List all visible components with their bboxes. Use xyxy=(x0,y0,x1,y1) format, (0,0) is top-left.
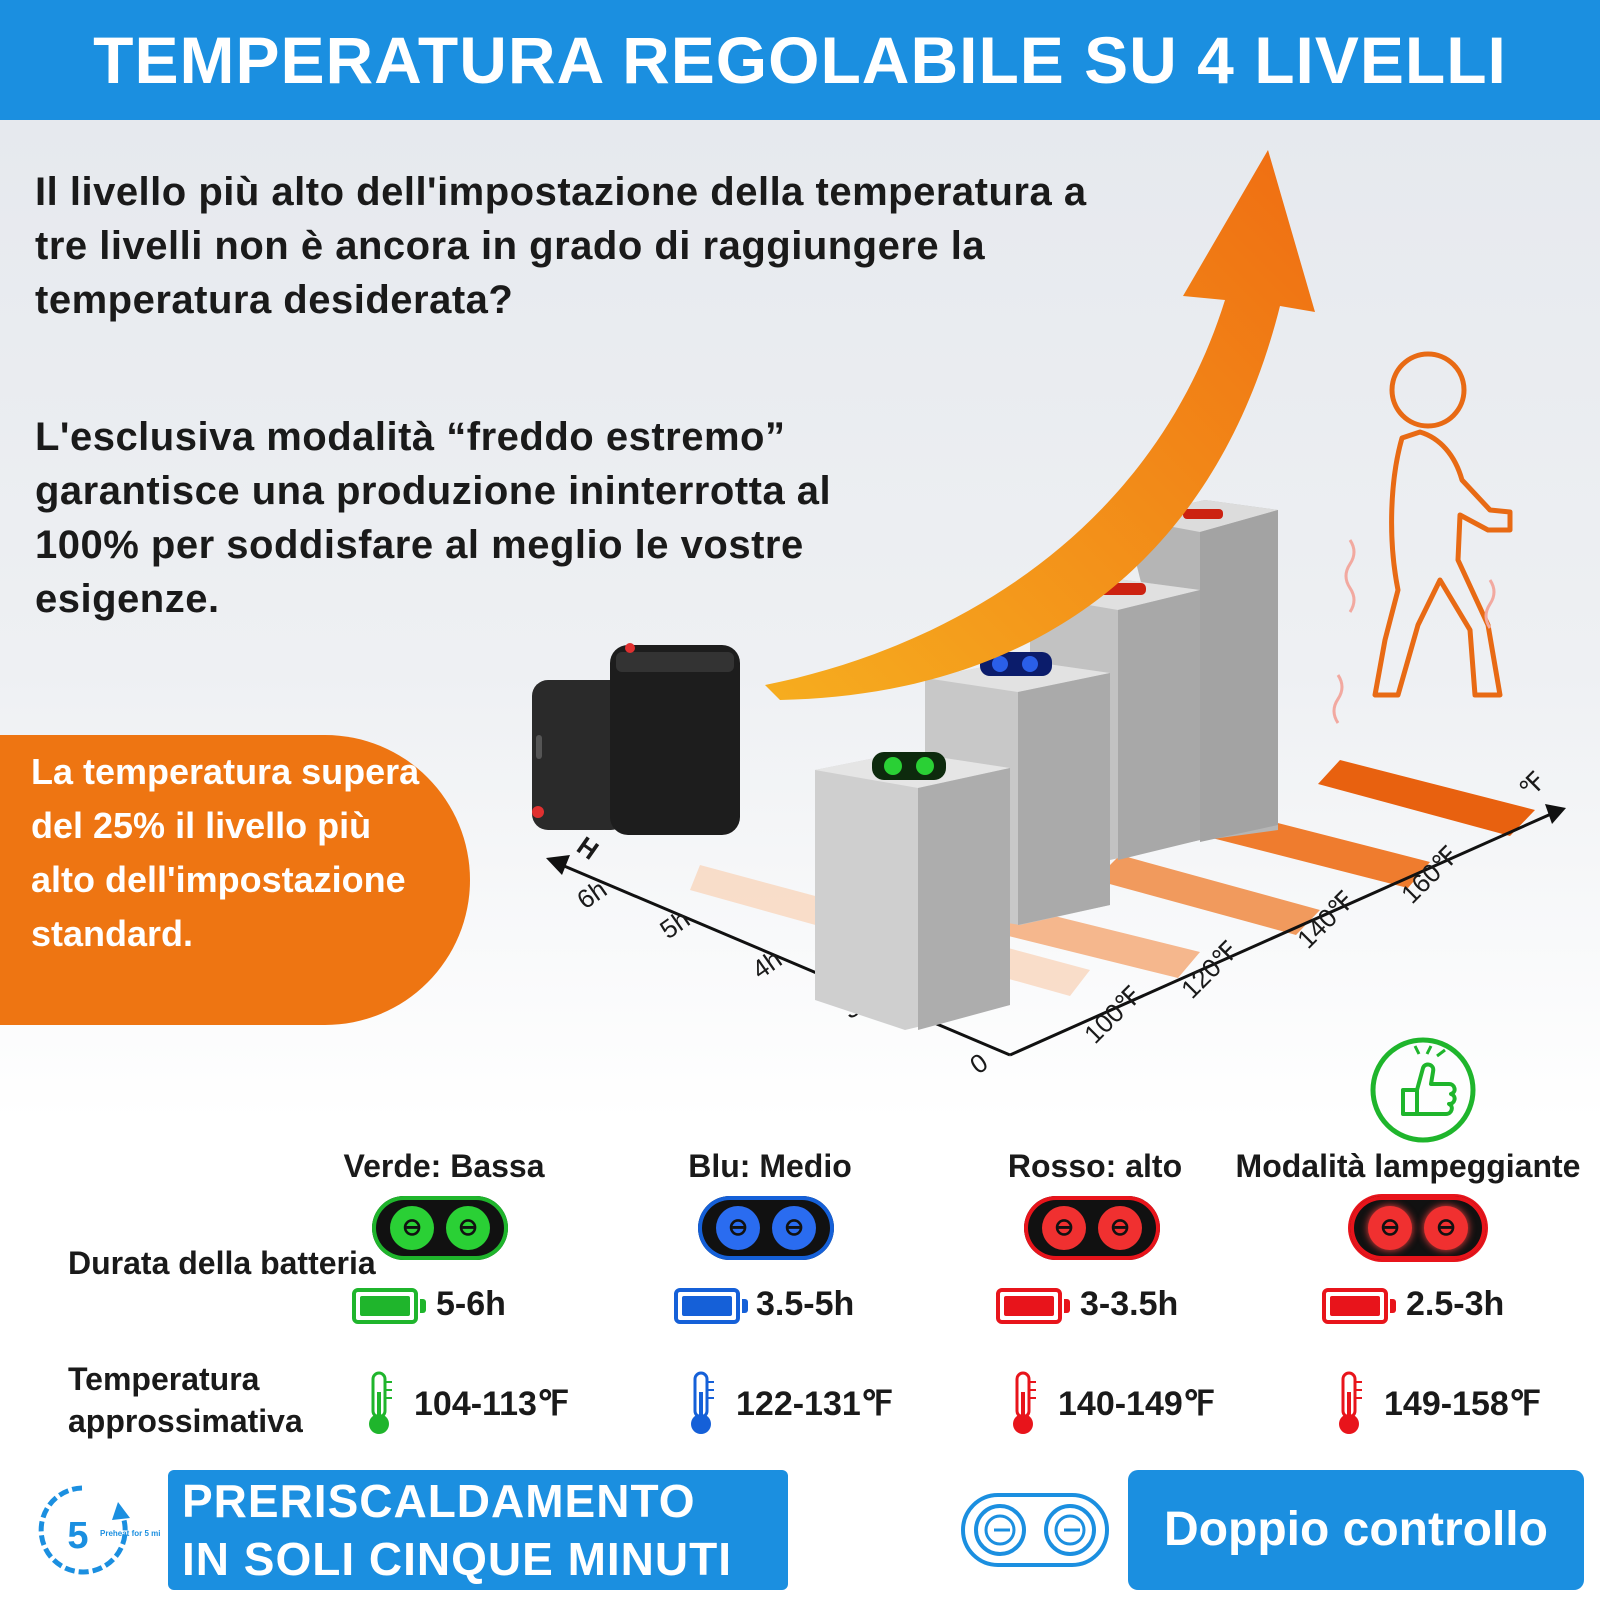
power-button-icon: ⊖ xyxy=(1424,1206,1468,1250)
dual-control-banner: Doppio controllo xyxy=(1128,1470,1584,1590)
thermometer-icon xyxy=(1013,1371,1036,1434)
level-name-flashing: Modalità lampeggiante xyxy=(1235,1148,1581,1184)
callout-box xyxy=(0,735,470,1025)
thermometer-icon xyxy=(369,1371,392,1434)
level-name-high: Rosso: alto xyxy=(1007,1148,1183,1184)
level-blocks xyxy=(815,500,1278,1030)
battery-icon xyxy=(674,1288,748,1324)
time-tick: 4h xyxy=(746,944,787,985)
thermometer-icon xyxy=(691,1371,714,1434)
level-name-medium: Blu: Medio xyxy=(688,1148,852,1184)
power-button-icon: ⊖ xyxy=(1098,1206,1142,1250)
temp-tick: 120℉ xyxy=(1175,935,1244,1004)
timer-icon: 5 Preheat for 5 minutes xyxy=(38,1485,160,1575)
power-button-icon: ⊖ xyxy=(390,1206,434,1250)
intro-question: Il livello più alto dell'impostazione de… xyxy=(35,170,1087,322)
battery-icon xyxy=(352,1288,426,1324)
temp-axis-arrow xyxy=(1545,804,1566,824)
dual-control-icon xyxy=(961,1493,1109,1567)
power-button-icon: ⊖ xyxy=(1368,1206,1412,1250)
time-axis-arrow xyxy=(546,855,570,875)
temperature-medium: 122-131℉ xyxy=(736,1385,894,1423)
heat-waves xyxy=(1332,539,1496,724)
timer-caption: Preheat for 5 minutes xyxy=(100,1529,160,1538)
power-button-icon: ⊖ xyxy=(772,1206,816,1250)
battery-duration-medium: 3.5-5h xyxy=(756,1285,855,1323)
battery-duration-low: 5-6h xyxy=(436,1285,506,1323)
origin-label: 0 xyxy=(964,1047,993,1080)
red-mode-indicator: ⊖ ⊖ xyxy=(1024,1196,1160,1260)
battery-icon xyxy=(996,1288,1070,1324)
intro-description: L'esclusiva modalità “freddo estremo” ga… xyxy=(35,415,832,621)
power-button-icon: ⊖ xyxy=(716,1206,760,1250)
preheat-banner: PRERISCALDAMENTO IN SOLI CINQUE MINUTI xyxy=(168,1470,788,1590)
temp-tick: 100℉ xyxy=(1078,980,1147,1049)
battery-duration-high: 3-3.5h xyxy=(1080,1285,1179,1323)
battery-duration-flashing: 2.5-3h xyxy=(1406,1285,1505,1323)
level-name-low: Verde: Bassa xyxy=(343,1148,545,1184)
header-bar xyxy=(0,0,1600,120)
preheat-line-2: IN SOLI CINQUE MINUTI xyxy=(182,1533,732,1585)
timer-number: 5 xyxy=(67,1515,88,1557)
block-indicator xyxy=(1183,509,1223,519)
callout-text: La temperatura supera del 25% il livello… xyxy=(31,751,420,954)
battery-icon xyxy=(1322,1288,1396,1324)
temperature-diagram: H 3h 4h 5h 6h 0 100℉ 120℉ 140℉ 160℉ ℉ xyxy=(532,150,1566,1080)
thumbs-up-icon xyxy=(1370,1037,1476,1143)
time-axis-label: H xyxy=(572,830,605,865)
power-bank-icon xyxy=(532,643,740,835)
walking-person-icon xyxy=(1372,351,1513,698)
battery-row-label: Durata della batteria xyxy=(68,1245,376,1281)
page-title: TEMPERATURA REGOLABILE SU 4 LIVELLI xyxy=(93,23,1507,97)
time-tick: 5h xyxy=(654,904,695,945)
temperature-high: 140-149℉ xyxy=(1058,1385,1216,1423)
flashing-mode-indicator: ⊖ ⊖ xyxy=(1350,1196,1486,1260)
temperature-flashing: 149-158℉ xyxy=(1384,1385,1542,1423)
time-tick: 6h xyxy=(571,874,612,915)
preheat-line-1: PRERISCALDAMENTO xyxy=(182,1475,696,1527)
power-button-icon: ⊖ xyxy=(446,1206,490,1250)
thermometer-icon xyxy=(1339,1371,1362,1434)
temp-axis-label: ℉ xyxy=(1513,766,1552,805)
temperature-low: 104-113℉ xyxy=(414,1385,570,1423)
temperature-row-label: Temperatura approssimativa xyxy=(68,1361,303,1439)
green-mode-indicator: ⊖ ⊖ xyxy=(372,1196,508,1260)
blue-mode-indicator: ⊖ ⊖ xyxy=(698,1196,834,1260)
growth-arrow-icon xyxy=(765,150,1315,700)
power-button-icon: ⊖ xyxy=(1042,1206,1086,1250)
